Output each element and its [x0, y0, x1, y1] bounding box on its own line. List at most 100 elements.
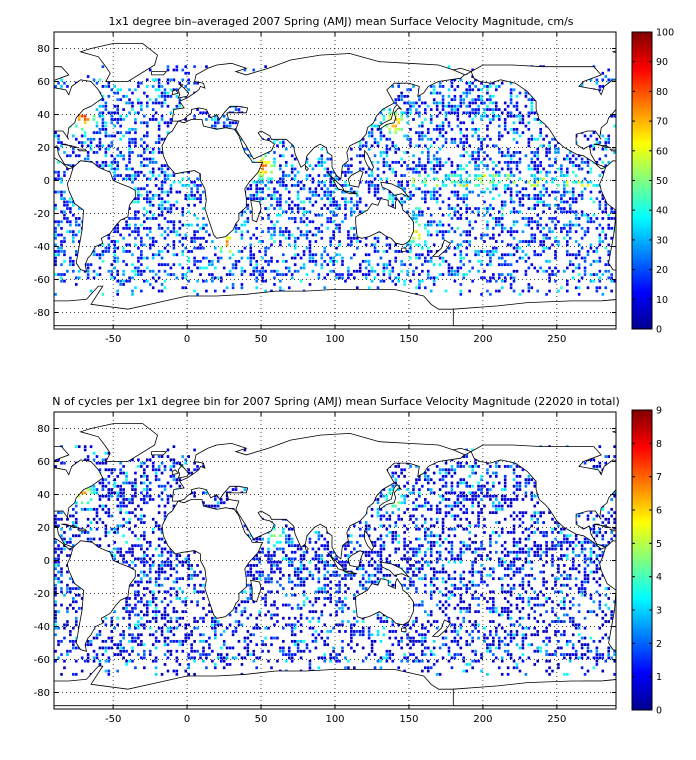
data-cell — [273, 193, 276, 197]
data-cell — [462, 141, 466, 144]
data-cell — [163, 94, 167, 98]
data-cell — [474, 167, 477, 171]
data-cell — [421, 246, 424, 250]
data-cell — [435, 157, 439, 161]
data-cell — [83, 131, 87, 135]
data-cell — [255, 266, 259, 270]
data-cell — [548, 273, 551, 276]
data-cell — [595, 273, 599, 276]
data-cell — [521, 289, 525, 293]
data-cell — [554, 223, 557, 227]
data-cell — [284, 164, 288, 168]
data-cell — [104, 134, 108, 138]
data-cell — [140, 236, 143, 240]
data-cell — [364, 180, 368, 184]
data-cell — [326, 193, 330, 197]
data-cell — [293, 184, 297, 187]
data-cell — [119, 118, 122, 121]
data-cell — [503, 174, 507, 177]
data-cell — [406, 180, 409, 184]
data-cell — [563, 656, 566, 660]
data-cell — [137, 101, 140, 105]
data-cell — [143, 157, 146, 161]
data-cell — [486, 289, 489, 293]
data-cell — [613, 210, 616, 214]
data-cell — [554, 147, 557, 151]
data-cell — [533, 240, 537, 243]
data-cell — [486, 233, 489, 237]
data-cell — [415, 256, 418, 260]
data-cell — [512, 220, 516, 224]
data-cell — [264, 253, 267, 257]
data-cell — [154, 177, 158, 181]
data-cell — [421, 137, 424, 141]
data-cell — [604, 137, 608, 141]
data-cell — [166, 65, 170, 69]
data-cell — [370, 127, 374, 131]
data-cell — [98, 273, 102, 276]
data-cell — [264, 184, 267, 187]
data-cell — [128, 243, 131, 247]
data-cell — [471, 266, 474, 270]
data-cell — [282, 653, 285, 656]
data-cell — [110, 164, 114, 168]
data-cell — [63, 666, 66, 670]
data-cell — [279, 203, 282, 207]
data-cell — [548, 193, 551, 197]
data-cell — [506, 131, 510, 135]
data-cell — [151, 213, 155, 217]
data-cell — [187, 250, 190, 253]
data-cell — [373, 653, 377, 656]
data-cell — [388, 193, 392, 197]
data-cell — [492, 101, 495, 105]
data-cell — [157, 197, 161, 201]
data-cell — [539, 127, 542, 131]
data-cell — [462, 98, 466, 102]
colorbar-tick-label: 30 — [656, 235, 668, 246]
data-cell — [495, 164, 498, 168]
data-cell — [240, 223, 244, 227]
data-cell — [347, 200, 350, 204]
data-cell — [432, 164, 436, 168]
data-cell — [125, 649, 128, 653]
data-cell — [373, 250, 377, 253]
data-cell — [98, 137, 102, 141]
data-cell — [592, 144, 596, 148]
data-cell — [60, 279, 63, 283]
data-cell — [412, 85, 415, 88]
data-cell — [518, 121, 522, 125]
data-cell — [151, 256, 155, 260]
data-cell — [246, 230, 250, 234]
data-cell — [459, 243, 463, 247]
data-cell — [503, 203, 507, 207]
data-cell — [509, 243, 513, 247]
data-cell — [506, 174, 510, 177]
data-cell — [302, 210, 306, 214]
data-cell — [293, 256, 297, 260]
data-cell — [542, 226, 545, 230]
data-cell — [527, 164, 531, 168]
data-cell — [261, 164, 264, 168]
data-cell — [140, 144, 143, 148]
data-cell — [258, 250, 261, 253]
data-cell — [563, 672, 566, 676]
data-cell — [358, 210, 362, 214]
data-cell — [444, 118, 448, 121]
data-cell — [63, 151, 66, 154]
data-cell — [101, 124, 105, 128]
data-cell — [323, 203, 327, 207]
data-cell — [515, 184, 519, 187]
data-cell — [276, 203, 279, 207]
data-cell — [329, 659, 332, 663]
data-cell — [219, 659, 223, 663]
data-cell — [503, 276, 507, 280]
data-cell — [249, 273, 253, 276]
data-cell — [426, 666, 430, 670]
data-cell — [500, 230, 504, 234]
data-cell — [358, 197, 362, 201]
data-cell — [267, 226, 270, 230]
data-cell — [406, 137, 409, 141]
data-cell — [574, 174, 578, 177]
data-cell — [429, 666, 433, 670]
data-cell — [157, 81, 161, 85]
